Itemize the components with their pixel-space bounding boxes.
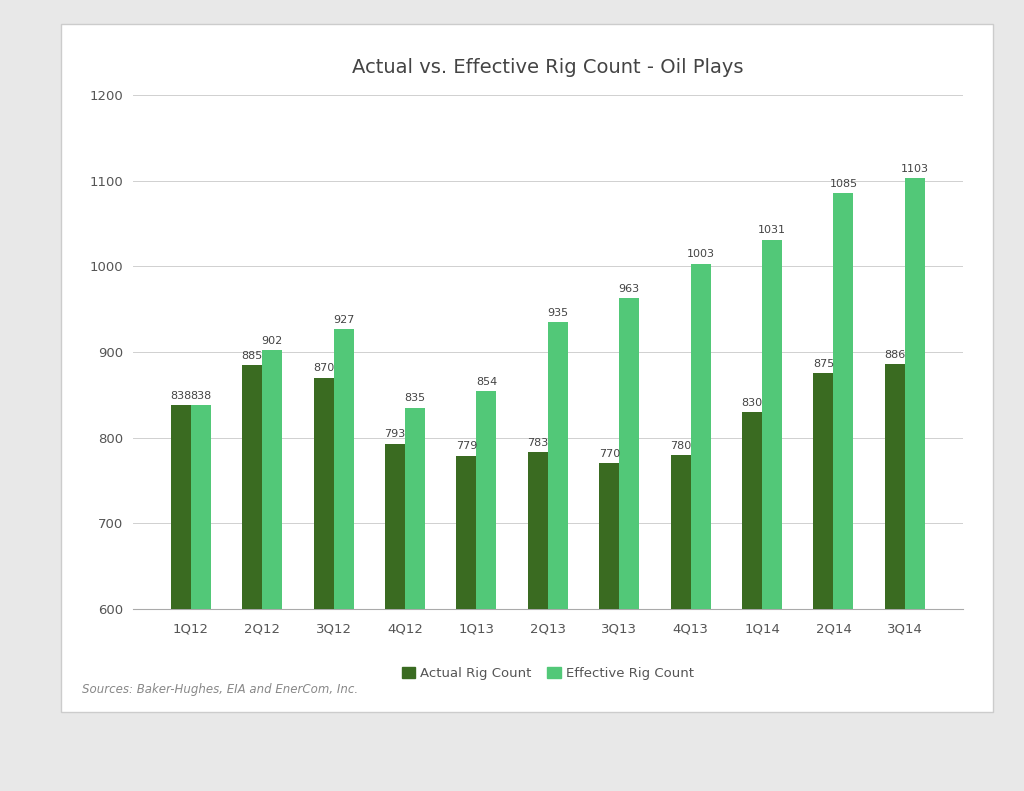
Bar [385,444,406,791]
Bar [671,455,690,791]
Text: 779: 779 [456,441,477,452]
Bar [243,365,262,791]
Text: 1003: 1003 [687,249,715,259]
Text: 886: 886 [885,350,905,360]
Text: 830: 830 [741,398,763,407]
Text: 783: 783 [527,438,549,448]
Bar [905,178,925,791]
Bar [620,298,639,791]
Bar [690,263,711,791]
Text: 927: 927 [333,315,354,324]
Bar [527,452,548,791]
Bar [599,464,620,791]
Bar [262,350,283,791]
Text: 838: 838 [170,391,191,401]
Text: 870: 870 [313,363,334,373]
Bar [742,412,762,791]
Bar [406,407,425,791]
Text: 935: 935 [547,308,568,318]
Bar [885,364,905,791]
Text: 854: 854 [476,377,497,387]
Bar [190,405,211,791]
Bar [171,405,190,791]
Text: 1085: 1085 [829,180,857,189]
Text: 835: 835 [404,393,426,403]
Text: 793: 793 [384,430,406,439]
Text: 1103: 1103 [901,164,929,174]
Bar [813,373,834,791]
Bar [834,194,853,791]
Bar [762,240,782,791]
Bar [476,392,497,791]
Legend: Actual Rig Count, Effective Rig Count: Actual Rig Count, Effective Rig Count [401,667,694,680]
Text: 1031: 1031 [758,225,786,236]
Text: 963: 963 [618,284,640,293]
Text: 902: 902 [261,336,283,346]
Text: Sources: Baker-Hughes, EIA and EnerCom, Inc.: Sources: Baker-Hughes, EIA and EnerCom, … [82,683,358,696]
Title: Actual vs. Effective Rig Count - Oil Plays: Actual vs. Effective Rig Count - Oil Pla… [352,58,743,77]
Bar [457,456,476,791]
Text: 838: 838 [190,391,211,401]
Bar [313,377,334,791]
Text: 875: 875 [813,359,835,369]
Text: 885: 885 [242,350,263,361]
Text: 780: 780 [670,441,691,451]
Bar [334,329,353,791]
Bar [548,322,568,791]
Text: 770: 770 [599,449,620,459]
